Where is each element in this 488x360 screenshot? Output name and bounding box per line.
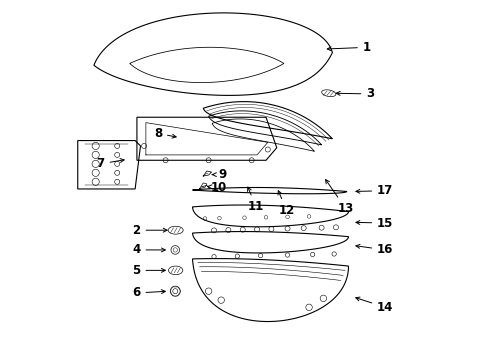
Text: 4: 4 <box>132 243 165 256</box>
Text: 13: 13 <box>325 180 353 215</box>
Text: 16: 16 <box>355 243 393 256</box>
Text: 11: 11 <box>247 187 264 213</box>
Text: 15: 15 <box>355 216 393 230</box>
Text: 8: 8 <box>153 127 176 140</box>
Text: 6: 6 <box>132 287 165 300</box>
Text: 1: 1 <box>326 41 370 54</box>
Text: 12: 12 <box>278 191 294 217</box>
Text: 17: 17 <box>355 184 393 197</box>
Text: 14: 14 <box>355 297 393 314</box>
Text: 10: 10 <box>207 181 226 194</box>
Text: 9: 9 <box>212 168 226 181</box>
Text: 7: 7 <box>96 157 124 170</box>
Text: 3: 3 <box>336 87 374 100</box>
Text: 5: 5 <box>132 264 165 277</box>
Text: 2: 2 <box>132 224 167 237</box>
